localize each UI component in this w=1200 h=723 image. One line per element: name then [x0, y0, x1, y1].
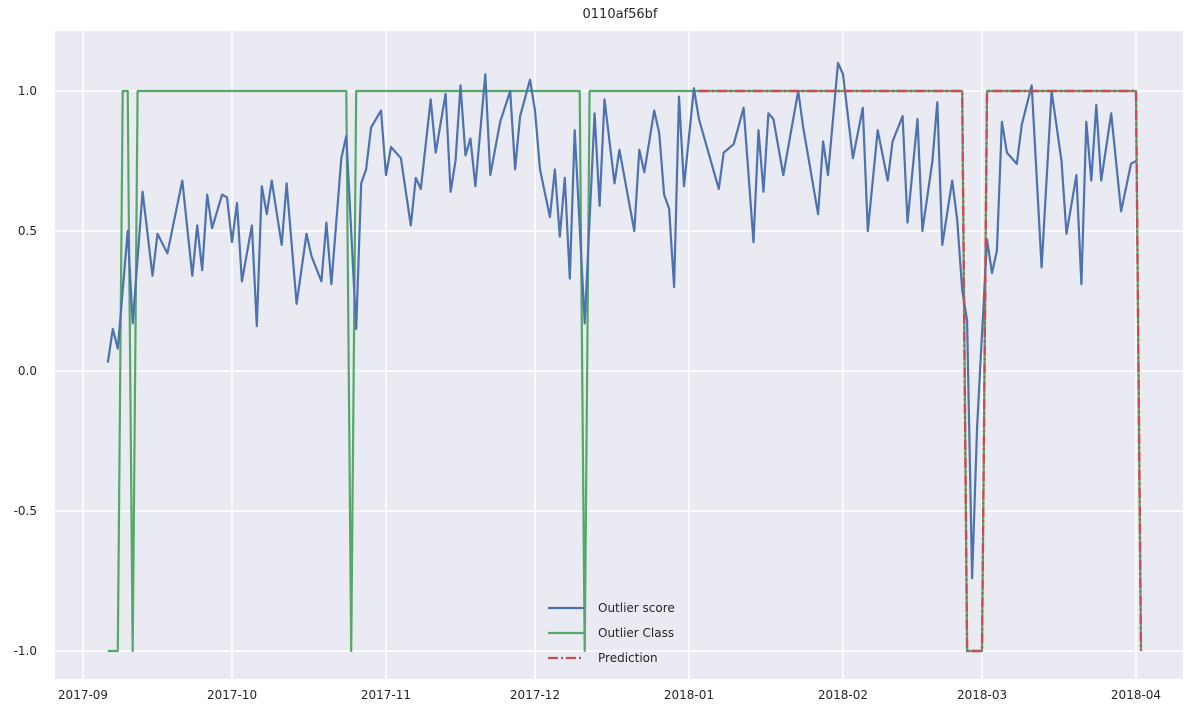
plot-area [55, 31, 1183, 679]
chart-title: 0110af56bf [583, 7, 658, 22]
x-tick-label: 2018-04 [1111, 688, 1161, 702]
series-line-outlier-score [106, 61, 1137, 580]
legend-label: Outlier score [598, 601, 675, 615]
x-tick-label: 2017-11 [361, 688, 411, 702]
y-tick-label: -0.5 [14, 504, 37, 518]
x-tick-label: 2017-09 [58, 688, 108, 702]
y-tick-label: 1.0 [18, 84, 37, 98]
y-tick-label: 0.0 [18, 364, 37, 378]
x-tick-label: 2018-02 [818, 688, 868, 702]
y-axis: -1.0 -0.5 0.0 0.5 1.0 [14, 84, 37, 658]
x-tick-label: 2018-03 [957, 688, 1007, 702]
series-lines [106, 61, 1143, 653]
x-axis: 2017-09 2017-10 2017-11 2017-12 2018-01 2018-… [58, 688, 1161, 702]
legend-label: Prediction [598, 651, 658, 665]
x-tick-label: 2017-12 [510, 688, 560, 702]
x-tick-label: 2017-10 [207, 688, 257, 702]
legend-label: Outlier Class [598, 626, 674, 640]
legend: Outlier score Outlier Class Prediction [548, 601, 675, 665]
y-tick-label: -1.0 [14, 644, 37, 658]
x-tick-label: 2018-01 [664, 688, 714, 702]
y-tick-label: 0.5 [18, 224, 37, 238]
